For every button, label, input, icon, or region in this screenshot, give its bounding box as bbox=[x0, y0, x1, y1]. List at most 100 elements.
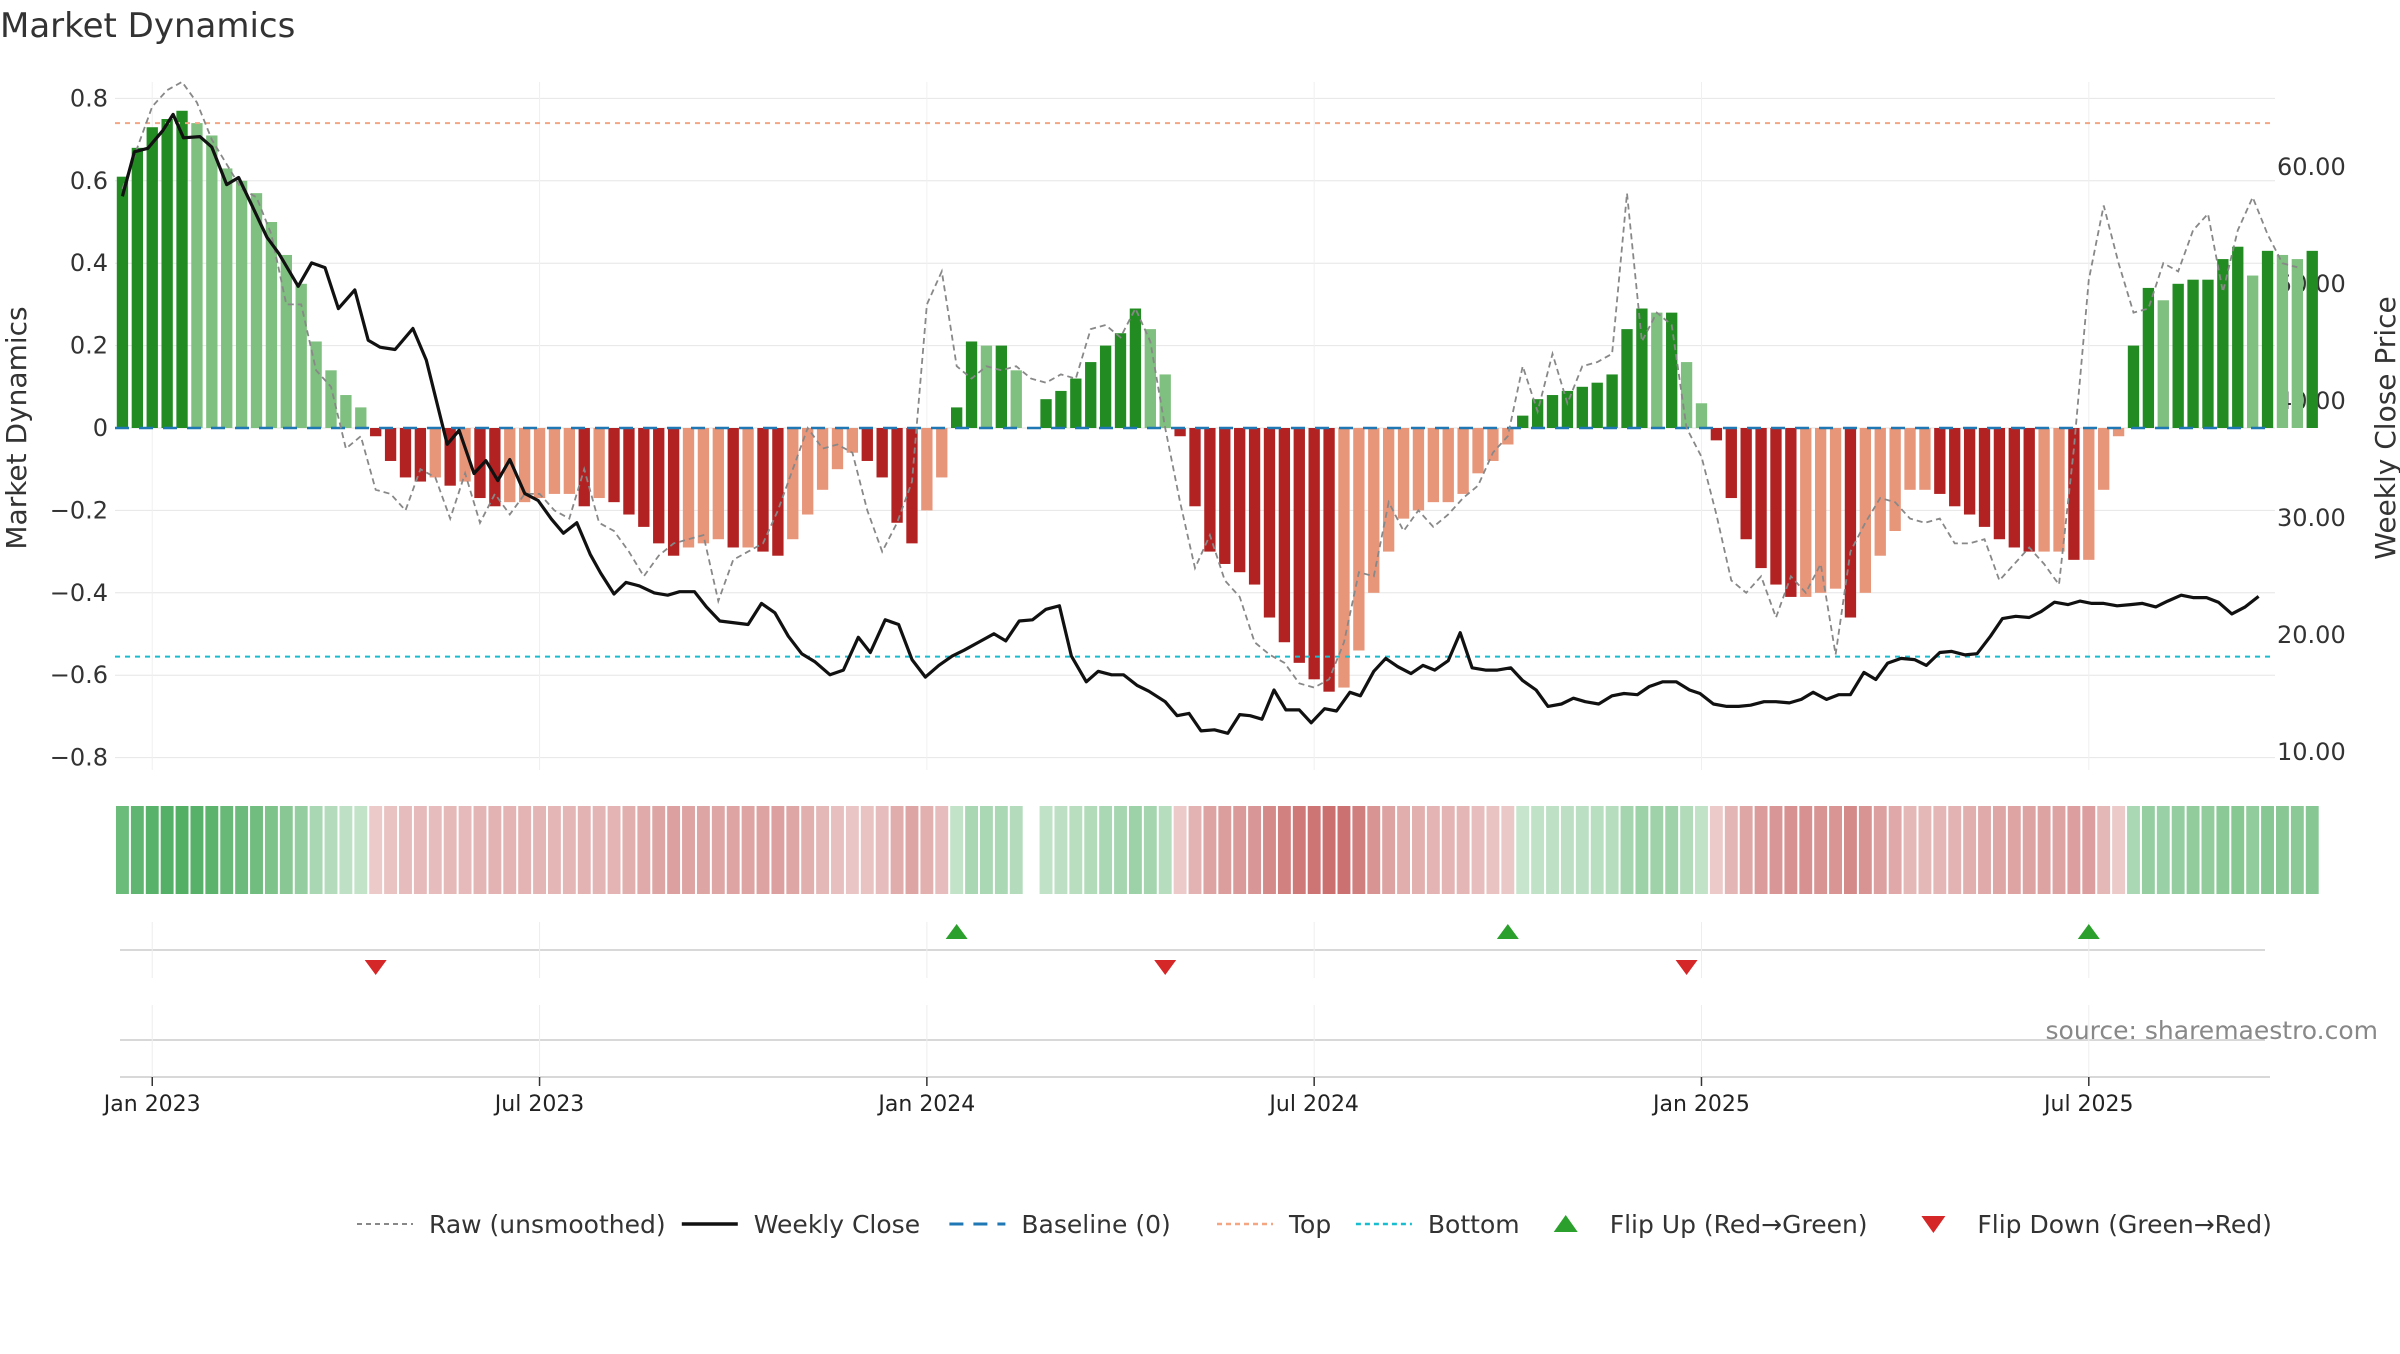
bar bbox=[653, 428, 665, 544]
x-tick-label: Jul 2025 bbox=[2042, 1092, 2134, 1117]
strip-cell bbox=[2305, 806, 2319, 894]
bar bbox=[921, 428, 933, 511]
strip-cell bbox=[980, 806, 993, 894]
flip-up-marker bbox=[2077, 924, 2100, 939]
bar bbox=[1070, 378, 1082, 428]
legend-label: Raw (unsmoothed) bbox=[429, 1210, 666, 1239]
strip-cell bbox=[1978, 806, 1991, 894]
strip-cell bbox=[1412, 806, 1425, 894]
strip-cell bbox=[1069, 806, 1083, 894]
flip-down-marker bbox=[364, 960, 387, 975]
flip-down-marker bbox=[1154, 960, 1177, 975]
strip-cell bbox=[1382, 806, 1396, 894]
bar bbox=[1844, 428, 1857, 618]
bar bbox=[235, 180, 248, 428]
bar bbox=[861, 428, 873, 461]
bar bbox=[146, 127, 158, 429]
bar bbox=[2038, 428, 2050, 552]
strip-cell bbox=[667, 806, 681, 894]
strip-cell bbox=[533, 806, 546, 894]
bar bbox=[518, 428, 531, 503]
bar bbox=[1010, 370, 1022, 428]
strip-cell bbox=[1650, 806, 1664, 894]
strip-cell bbox=[324, 806, 338, 894]
bar bbox=[2098, 428, 2110, 490]
bar bbox=[1040, 399, 1052, 428]
bar bbox=[1800, 428, 1812, 597]
strip-cell bbox=[309, 806, 323, 894]
legend-swatch-flipdown bbox=[1921, 1216, 1946, 1233]
bar bbox=[2053, 428, 2065, 552]
bar bbox=[221, 168, 233, 428]
strip-cell bbox=[1114, 806, 1127, 894]
strip-cell bbox=[1233, 806, 1247, 894]
strip-cell bbox=[384, 806, 398, 894]
strip-cell bbox=[1128, 806, 1142, 894]
strip-cell bbox=[1784, 806, 1798, 894]
strip-cell bbox=[250, 806, 263, 894]
bar bbox=[638, 428, 650, 527]
strip-cell bbox=[1605, 806, 1619, 894]
legend-label: Flip Down (Green→Red) bbox=[1977, 1210, 2272, 1239]
bar bbox=[727, 428, 739, 548]
bar bbox=[1755, 428, 1767, 569]
strip-cell bbox=[190, 806, 204, 894]
strip-cell bbox=[205, 806, 219, 894]
bar bbox=[608, 428, 620, 503]
strip-cell bbox=[831, 806, 844, 894]
strip-cell bbox=[2186, 806, 2200, 894]
bar bbox=[548, 428, 561, 494]
strip-cell bbox=[2171, 806, 2185, 894]
bar bbox=[1085, 362, 1097, 428]
strip-cell bbox=[2097, 806, 2111, 894]
bar bbox=[936, 428, 948, 478]
strip-cell bbox=[1620, 806, 1634, 894]
bar bbox=[1472, 428, 1484, 474]
strip-cell bbox=[920, 806, 934, 894]
strip-cell bbox=[607, 806, 621, 894]
bar bbox=[1770, 428, 1782, 585]
y-axis-title: Market Dynamics bbox=[0, 306, 33, 549]
legend-swatch-flipup bbox=[1553, 1215, 1578, 1232]
strip-cell bbox=[994, 806, 1008, 894]
strip-cell bbox=[1963, 806, 1977, 894]
strip-cell bbox=[890, 806, 904, 894]
bar bbox=[1814, 428, 1827, 593]
bar bbox=[1174, 428, 1186, 437]
bar bbox=[891, 428, 903, 523]
strip-cell bbox=[1903, 806, 1917, 894]
strip-cell bbox=[294, 806, 308, 894]
strip-cell bbox=[1739, 806, 1753, 894]
legend-label: Weekly Close bbox=[754, 1210, 920, 1239]
bar bbox=[1695, 403, 1708, 428]
strip-cell bbox=[1724, 806, 1738, 894]
strip-cell bbox=[860, 806, 874, 894]
bar bbox=[1546, 395, 1559, 428]
bar bbox=[965, 341, 978, 428]
x-tick-label: Jan 2025 bbox=[1651, 1092, 1750, 1117]
bar bbox=[2157, 300, 2169, 428]
strip-cell bbox=[458, 806, 472, 894]
bar bbox=[429, 428, 441, 478]
bar bbox=[176, 110, 188, 428]
bar bbox=[131, 147, 144, 428]
bar bbox=[667, 428, 680, 556]
bar bbox=[2291, 259, 2304, 428]
strip-cell bbox=[1426, 806, 1440, 894]
strip-cell bbox=[175, 806, 189, 894]
strip-cell bbox=[2231, 806, 2245, 894]
strip-cell bbox=[1665, 806, 1679, 894]
strip-cell bbox=[2007, 806, 2021, 894]
bar bbox=[355, 407, 367, 428]
bar bbox=[980, 345, 993, 428]
bar bbox=[1740, 428, 1752, 540]
strip-cell bbox=[622, 806, 636, 894]
bar bbox=[1382, 428, 1395, 552]
bar bbox=[1561, 390, 1574, 428]
strip-cell bbox=[1635, 806, 1649, 894]
bar bbox=[1189, 428, 1201, 507]
strip-cell bbox=[1486, 806, 1500, 894]
bar bbox=[1114, 333, 1127, 428]
strip-cell bbox=[682, 806, 695, 894]
